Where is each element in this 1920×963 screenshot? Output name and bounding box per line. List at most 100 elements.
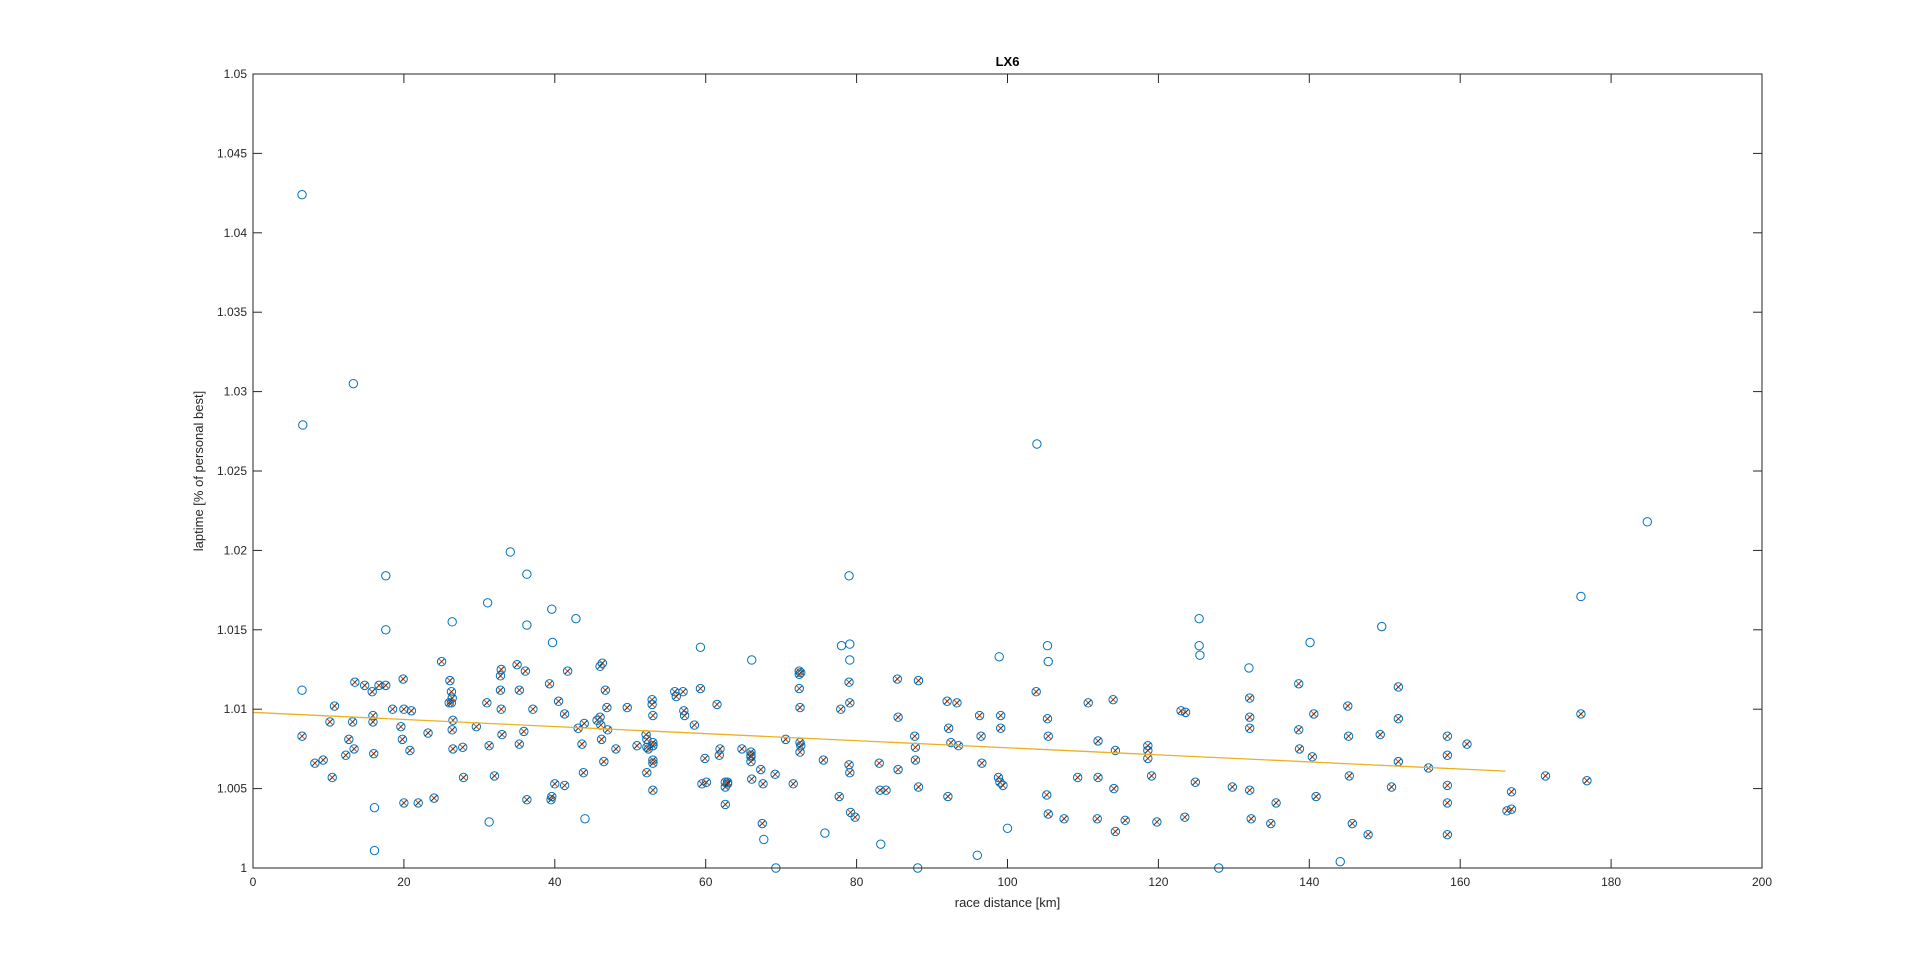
cross-stroke	[1247, 815, 1255, 823]
cross-stroke	[1112, 828, 1119, 835]
marker-circle	[794, 669, 804, 679]
y-tick-label: 1	[240, 861, 247, 875]
marker-circle	[1244, 785, 1255, 795]
marker-circle	[913, 675, 924, 686]
marker-circle	[876, 839, 886, 849]
data-point-circle-x	[344, 734, 354, 745]
cross-stroke	[345, 736, 353, 743]
marker-circle	[1032, 439, 1042, 449]
data-point-circle-x	[1344, 771, 1354, 781]
data-point-circle-x	[1294, 679, 1304, 689]
data-point-circle	[297, 189, 307, 200]
marker-circle	[1190, 777, 1201, 787]
marker-circle	[1093, 736, 1103, 746]
cross-stroke	[1246, 694, 1254, 702]
cross-stroke	[649, 759, 657, 767]
data-point-circle	[820, 828, 830, 838]
data-point-circle-x	[318, 755, 328, 765]
cross-stroke	[795, 685, 803, 692]
marker-circle	[484, 817, 494, 827]
marker-circle	[1347, 818, 1358, 829]
data-point-circle	[747, 655, 757, 665]
data-point-circle-x	[943, 791, 953, 802]
marker-circle	[875, 785, 885, 795]
marker-circle	[489, 771, 500, 781]
cross-stroke	[448, 688, 455, 696]
data-point-circle-x	[489, 771, 500, 781]
data-point-circle-x	[1271, 798, 1281, 808]
data-point-circle-x	[648, 755, 658, 765]
marker-circle	[845, 768, 855, 778]
data-point-circle-x	[1152, 817, 1162, 827]
data-point-circle-x	[1120, 815, 1130, 826]
data-point-circle-x	[1244, 712, 1255, 722]
marker-circle	[715, 744, 725, 754]
marker-circle	[757, 818, 767, 829]
data-point-circle-x	[794, 683, 804, 694]
cross-stroke	[1121, 817, 1129, 824]
data-point-circle-x	[796, 667, 806, 678]
y-tick-label: 1.05	[224, 67, 248, 81]
marker-circle	[1042, 640, 1053, 651]
data-point-circle-x	[647, 699, 657, 710]
marker-circle	[720, 782, 731, 792]
marker-circle	[1244, 712, 1255, 722]
data-point-circle-x	[758, 779, 768, 789]
marker-circle	[496, 704, 506, 714]
cross-stroke	[648, 696, 656, 704]
cross-stroke	[561, 710, 568, 718]
data-point-circle	[482, 598, 493, 608]
marker-circle	[522, 620, 532, 630]
data-point-circle-x	[1266, 818, 1276, 829]
cross-stroke	[977, 732, 985, 740]
data-point-circle-x	[496, 704, 506, 714]
marker-circle	[512, 660, 522, 670]
cross-stroke	[446, 677, 454, 684]
marker-circle	[406, 706, 417, 716]
data-point-circle	[1002, 823, 1013, 833]
cross-stroke	[912, 756, 919, 764]
data-point-circle-x	[544, 679, 555, 689]
marker-circle	[942, 696, 952, 706]
cross-stroke	[796, 739, 804, 746]
marker-circle	[642, 768, 652, 778]
cross-stroke	[448, 699, 455, 707]
cross-stroke	[1044, 715, 1051, 723]
data-point-circle	[1043, 656, 1053, 667]
data-point-circle-x	[1442, 798, 1453, 808]
data-point-circle-x	[1442, 829, 1453, 840]
marker-circle	[1059, 814, 1069, 824]
marker-circle	[952, 698, 962, 708]
cross-stroke	[448, 694, 456, 702]
data-point-circle	[1194, 640, 1204, 651]
marker-circle	[368, 710, 378, 721]
cross-stroke	[546, 680, 553, 688]
data-point-circle-x	[845, 768, 855, 778]
marker-circle	[712, 699, 722, 710]
cross-stroke	[397, 723, 405, 731]
data-point-circle-x	[325, 717, 335, 727]
marker-circle	[678, 687, 688, 697]
data-point-circle-x	[722, 779, 733, 789]
marker-circle	[341, 750, 351, 760]
marker-circle	[1043, 656, 1053, 667]
cross-stroke	[724, 780, 731, 788]
marker-circle	[1031, 687, 1041, 697]
cross-stroke	[837, 705, 845, 713]
data-point-circle-x	[1093, 772, 1103, 783]
cross-stroke	[649, 712, 657, 719]
y-tick-label: 1.04	[224, 226, 248, 240]
cross-stroke	[515, 686, 523, 694]
marker-circle	[484, 741, 494, 751]
y-axis-label: laptime [% of personal best]	[191, 391, 206, 551]
marker-circle	[458, 772, 469, 783]
data-point-circle-x	[836, 704, 846, 714]
marker-circle	[602, 702, 612, 713]
cross-stroke	[1044, 810, 1052, 818]
cross-stroke	[375, 682, 383, 689]
marker-circle	[514, 739, 525, 749]
cross-stroke	[520, 728, 528, 735]
marker-circle	[1093, 772, 1103, 783]
marker-circle	[1363, 829, 1373, 840]
marker-circle	[994, 652, 1004, 662]
